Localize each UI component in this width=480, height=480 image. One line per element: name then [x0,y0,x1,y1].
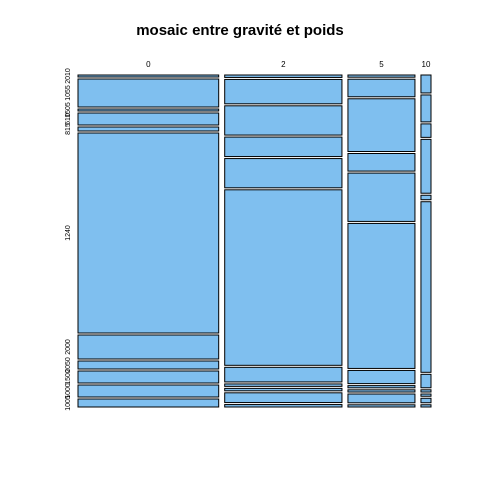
mosaic-cell [420,397,432,404]
x-tick-label: 2 [281,60,286,69]
mosaic-cell [77,360,220,370]
mosaic-cell [347,369,416,385]
mosaic-cell [347,404,416,408]
mosaic-cell [347,393,416,404]
mosaic-cell [224,387,343,392]
mosaic-cell [420,74,432,94]
mosaic-cell [77,108,220,112]
x-tick-label: 10 [422,60,431,69]
chart-title: mosaic entre gravité et poids [136,22,344,39]
mosaic-cell [347,78,416,98]
mosaic-cell [347,172,416,222]
mosaic-cell [77,74,220,78]
y-tick-label: 2010 [65,68,72,84]
mosaic-cell [420,194,432,201]
mosaic-cell [347,222,416,369]
mosaic-cell [77,132,220,334]
mosaic-cell [347,98,416,153]
mosaic-cell [77,126,220,132]
y-tick-label: 1505 [65,102,72,118]
y-tick-label: 1240 [65,225,72,241]
x-tick-label: 0 [146,60,151,69]
mosaic-cell [224,383,343,387]
mosaic-cell [224,392,343,404]
y-tick-label: 815 [65,123,72,135]
mosaic-cell [224,189,343,366]
mosaic-cell [224,136,343,158]
mosaic-cell [420,138,432,194]
mosaic-cell [77,334,220,360]
y-tick-label: 2050 [65,357,72,373]
mosaic-cell [347,153,416,172]
mosaic-cell [77,370,220,384]
mosaic-cell [420,201,432,373]
mosaic-cell [420,373,432,389]
y-tick-label: 1500 [65,369,72,385]
mosaic-cell [224,105,343,136]
mosaic-cell [77,112,220,126]
mosaic-cell [224,74,343,78]
mosaic-cell [420,123,432,138]
mosaic-cell [77,384,220,398]
y-tick-label: 610 [65,113,72,125]
x-tick-label: 5 [379,60,384,69]
mosaic-cell [224,158,343,189]
mosaic-cell [347,385,416,389]
mosaic-cell [77,398,220,408]
mosaic-cell [420,393,432,397]
mosaic-cell [420,389,432,393]
y-tick-label: 2000 [65,339,72,355]
y-tick-label: 1000 [65,383,72,399]
mosaic-cell [347,389,416,393]
mosaic-cell [224,404,343,408]
mosaic-cell [420,404,432,408]
y-tick-label: 1005 [65,395,72,411]
mosaic-cell [224,78,343,105]
mosaic-cell [347,74,416,78]
mosaic-cell [420,94,432,123]
y-tick-label: 1055 [65,85,72,101]
mosaic-cell [77,78,220,108]
mosaic-cell [224,366,343,383]
